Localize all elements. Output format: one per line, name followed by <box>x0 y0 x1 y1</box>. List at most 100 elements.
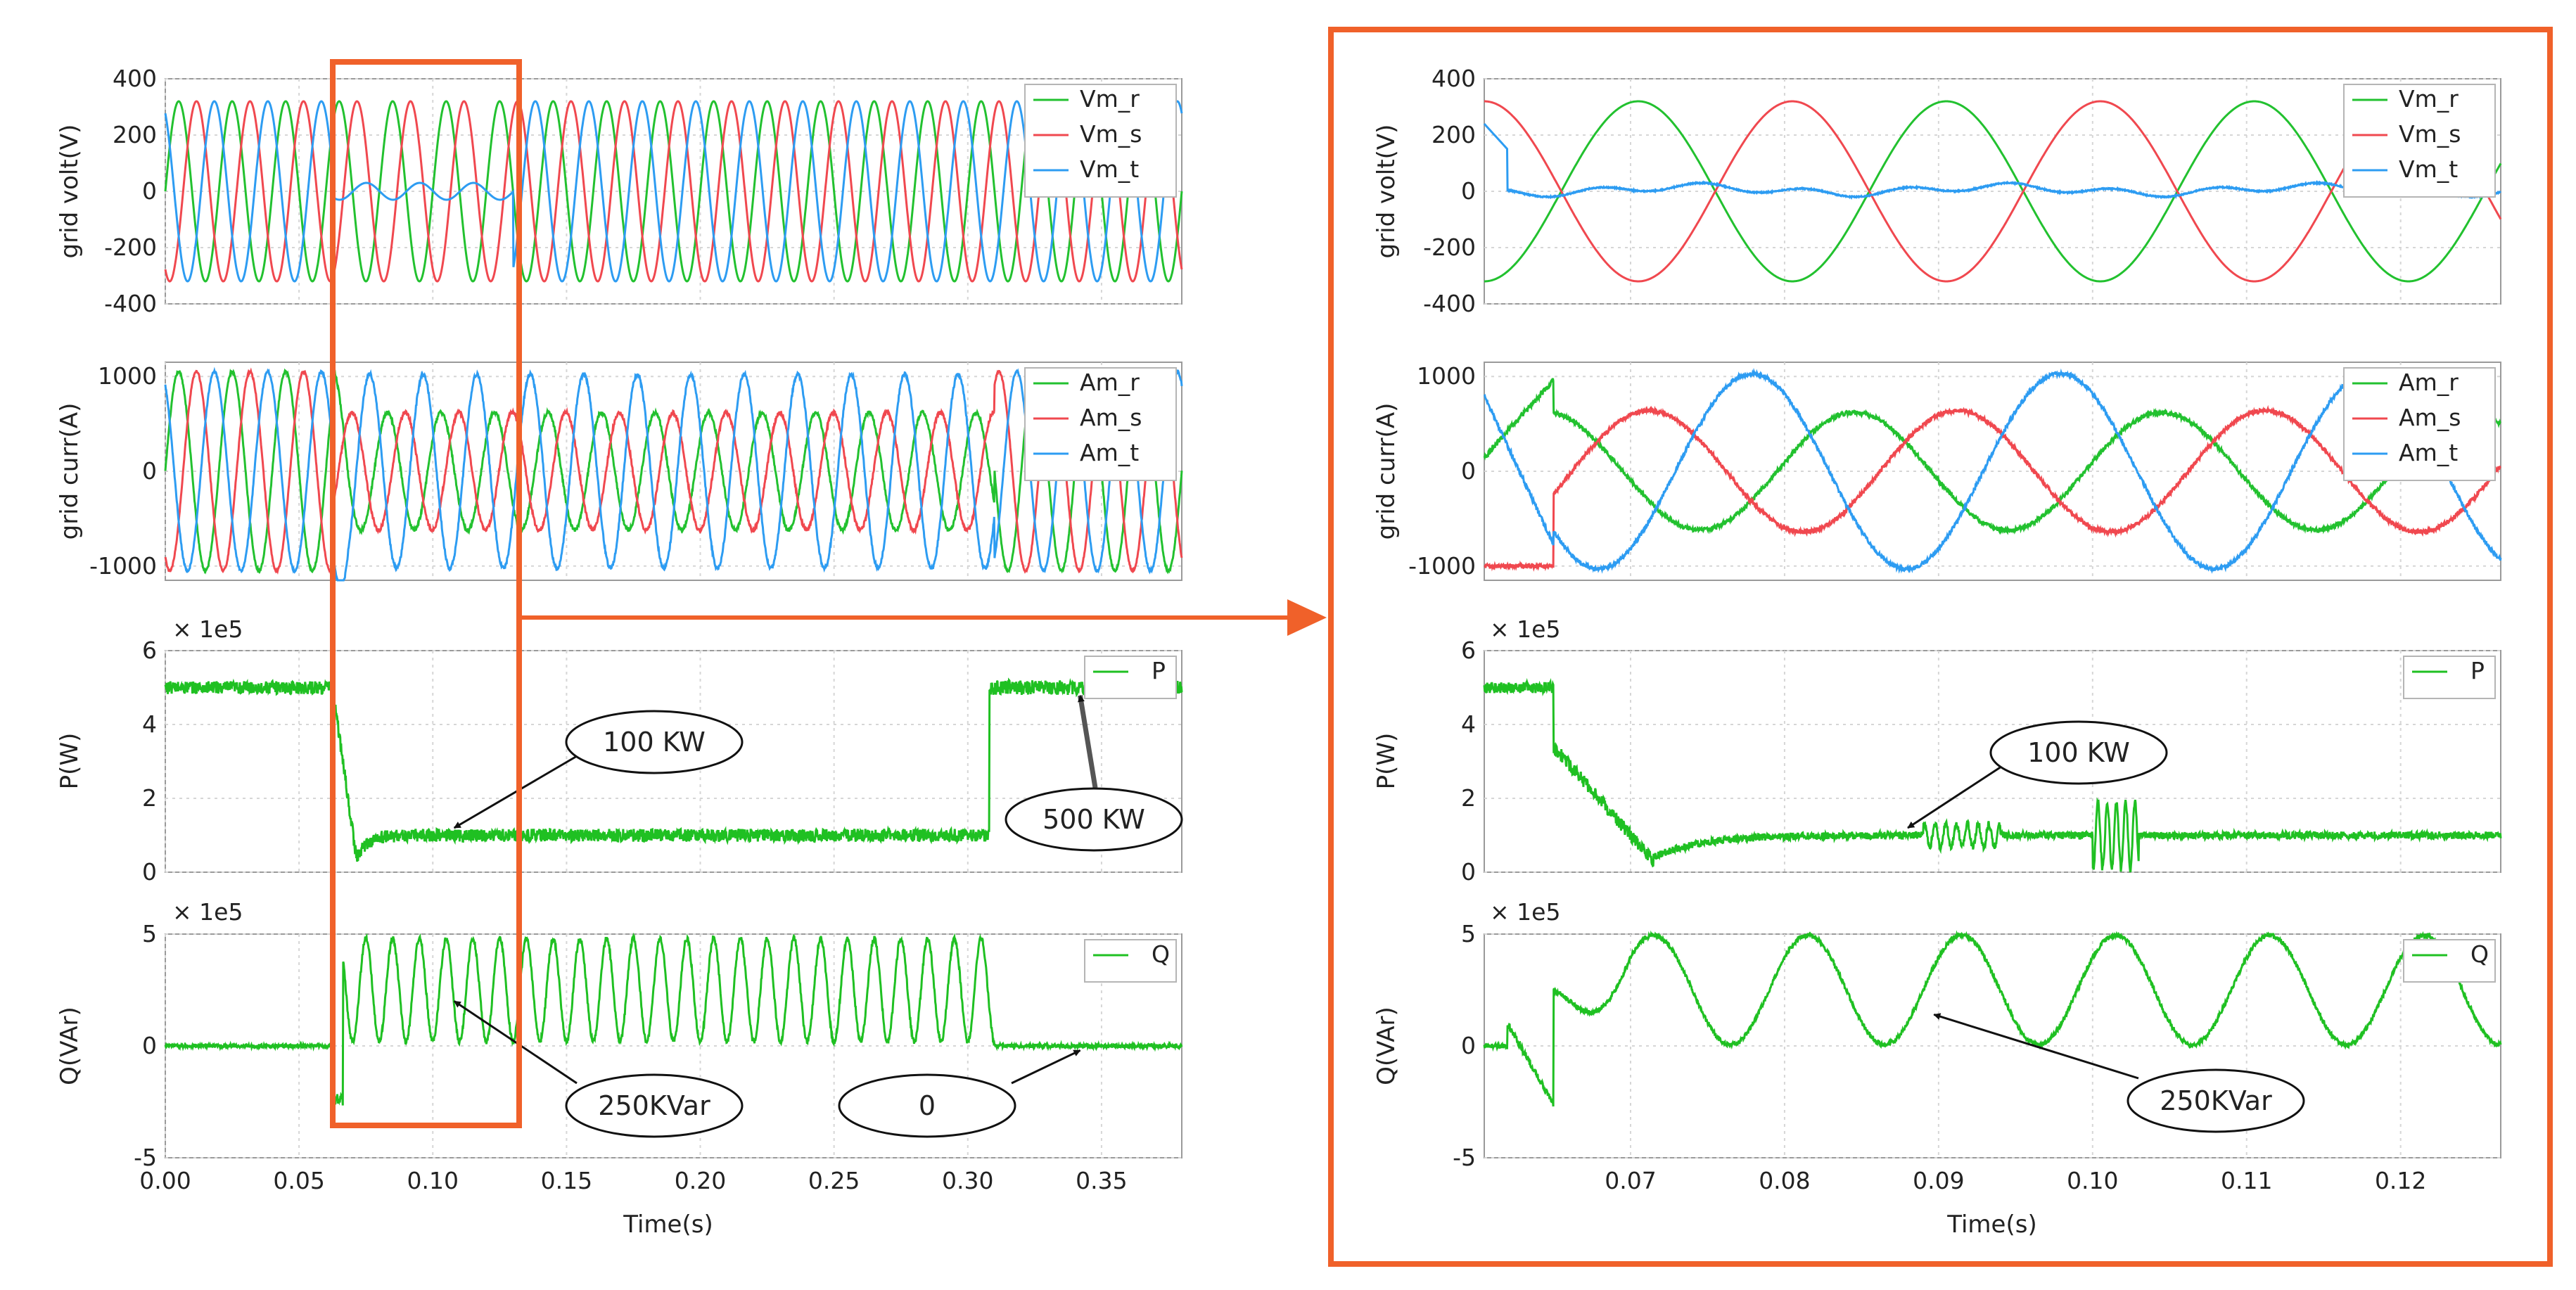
annotation-arrow <box>1907 765 2002 829</box>
annotation-arrow <box>1933 1013 2139 1080</box>
legend-label: Vm_s <box>2399 120 2461 148</box>
annotation-ellipse <box>1989 720 2168 785</box>
scale-label: × 1e5 <box>172 898 243 926</box>
y-tick-label: -200 <box>104 234 157 261</box>
panel-right-volt: grid volt(V) 400 200 0 -200 -400 Vm_r Vm_s Vm_t <box>1372 65 2502 317</box>
x-tick-label: 0.25 <box>808 1167 860 1194</box>
annotation-callout: 100 KW <box>453 710 744 829</box>
y-tick-label: 0 <box>142 1032 157 1059</box>
legend-box <box>2403 939 2496 983</box>
annotation-arrow <box>1078 694 1098 788</box>
y-axis-label: Q(VAr) <box>56 1007 84 1085</box>
series-P <box>1483 677 2502 873</box>
y-tick-label: 4 <box>142 710 157 738</box>
y-tick-label: 6 <box>142 637 157 664</box>
legend-label: Am_s <box>1080 404 1142 431</box>
zoom-connector <box>330 59 1327 1128</box>
annotation-label: 500 KW <box>1042 804 1145 835</box>
legend: Am_r Am_s Am_t <box>1024 367 1177 481</box>
y-tick-label: 400 <box>113 65 157 92</box>
y-tick-label: 5 <box>1461 920 1476 947</box>
panel-left-curr: grid curr(A) 1000 0 -1000 Am_r Am_s Am_t <box>56 362 1183 582</box>
y-tick-label: 2 <box>1461 784 1476 812</box>
annotation-ellipse <box>1005 787 1183 852</box>
annotation-arrow <box>453 1000 578 1085</box>
zoom-frame <box>1328 27 2553 1267</box>
annotation-label: 0 <box>919 1090 936 1121</box>
legend: Q <box>2403 939 2496 983</box>
legend-box <box>1024 84 1177 198</box>
annotation-label: 250KVar <box>598 1090 710 1121</box>
y-tick-label: 400 <box>1432 65 1476 92</box>
y-tick-label: 0 <box>1461 177 1476 205</box>
series-Am_r <box>1483 378 2501 535</box>
series-Q <box>1483 930 2502 1107</box>
y-tick-label: 0 <box>1461 457 1476 485</box>
legend-box <box>1084 939 1177 983</box>
y-tick-label: -5 <box>1453 1144 1476 1171</box>
zoom-window <box>330 59 522 1128</box>
legend-label: Vm_t <box>2399 155 2458 183</box>
y-axis-label: P(W) <box>1372 733 1401 790</box>
legend-label: Am_r <box>1080 369 1140 396</box>
legend-label: Vm_r <box>2399 85 2459 113</box>
annotation-label: 100 KW <box>603 727 706 758</box>
y-axis-label: grid volt(V) <box>56 124 84 259</box>
y-tick-label: 0 <box>142 858 157 886</box>
legend-box <box>2343 367 2496 481</box>
series-Vm_t <box>1483 123 2501 200</box>
annotation-ellipse <box>565 710 744 774</box>
y-tick-label: 0 <box>1461 1032 1476 1059</box>
legend-label: Am_s <box>2399 404 2461 431</box>
y-tick-label: 6 <box>1461 637 1476 664</box>
x-tick-label: 0.00 <box>139 1167 191 1194</box>
legend: Q <box>1084 939 1177 983</box>
legend: Am_r Am_s Am_t <box>2343 367 2496 481</box>
x-tick-label: 0.09 <box>1913 1167 1964 1194</box>
scale-label: × 1e5 <box>1490 615 1560 643</box>
y-tick-label: 4 <box>1461 710 1476 738</box>
legend: P <box>2403 656 2496 699</box>
y-tick-label: -5 <box>134 1144 157 1171</box>
y-tick-label: 0 <box>142 457 157 485</box>
legend-label: Am_t <box>2399 439 2458 466</box>
annotation-callout: 100 KW <box>1907 720 2168 829</box>
x-axis-label: Time(s) <box>1946 1211 2036 1239</box>
legend-box <box>1024 367 1177 481</box>
x-tick-label: 0.12 <box>2375 1167 2426 1194</box>
annotation-label: 250KVar <box>2160 1085 2272 1116</box>
scale-label: × 1e5 <box>1490 898 1560 926</box>
annotation-ellipse <box>838 1073 1016 1138</box>
legend-label: Vm_s <box>1080 120 1142 148</box>
annotation-callout: 0 <box>838 1049 1081 1138</box>
legend-label: Vm_r <box>1080 85 1140 113</box>
y-tick-label: -1000 <box>1408 552 1476 580</box>
y-axis-label: grid volt(V) <box>1372 124 1401 259</box>
x-axis-label: Time(s) <box>623 1211 713 1239</box>
panel-left-volt: grid volt(V) 400 200 0 -200 -400 Vm_r Vm_s Vm_t <box>56 65 1183 317</box>
y-tick-label: 1000 <box>1417 362 1476 390</box>
y-tick-label: -1000 <box>89 552 157 580</box>
y-axis-label: grid curr(A) <box>1372 403 1401 540</box>
annotation-ellipse <box>2127 1068 2305 1133</box>
y-tick-label: -400 <box>1423 290 1476 317</box>
legend-label: Am_t <box>1080 439 1139 466</box>
annotation-arrow <box>1011 1049 1081 1085</box>
series-Vm_s <box>1484 100 2502 283</box>
y-tick-label: 200 <box>1432 121 1476 148</box>
y-axis-label: P(W) <box>56 733 84 790</box>
x-tick-label: 0.08 <box>1759 1167 1810 1194</box>
y-tick-label: 2 <box>142 784 157 812</box>
annotation-callout: 250KVar <box>453 1000 744 1138</box>
x-tick-label: 0.20 <box>675 1167 726 1194</box>
annotation-callout: 500 KW <box>1005 694 1183 852</box>
legend: Vm_r Vm_s Vm_t <box>2343 84 2496 198</box>
x-tick-label: 0.30 <box>942 1167 993 1194</box>
annotation-label: 100 KW <box>2027 737 2130 768</box>
legend-label: Vm_t <box>1080 155 1139 183</box>
y-tick-label: -200 <box>1423 234 1476 261</box>
series-Am_t <box>1483 368 2502 574</box>
chart-right: grid volt(V) 4002000-200-400Vm_rVm_sVm_t… <box>1328 27 2553 1267</box>
y-tick-label: 1000 <box>98 362 157 390</box>
panel-right-curr: grid curr(A) 1000 0 -1000 Am_r Am_s Am_t <box>1372 362 2502 581</box>
